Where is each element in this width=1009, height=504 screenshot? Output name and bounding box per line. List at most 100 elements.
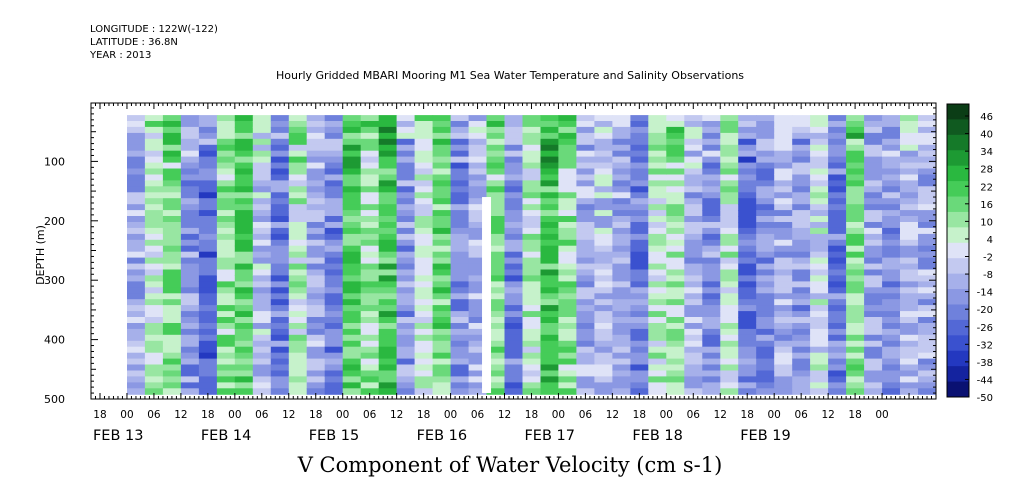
heatmap-cell — [882, 281, 901, 288]
heatmap-cell — [900, 293, 919, 300]
heatmap-cell — [324, 364, 344, 371]
colorbar-label: -8 — [983, 270, 993, 281]
heatmap-cell — [720, 388, 739, 395]
heatmap-cell — [360, 257, 380, 265]
heatmap-cell — [360, 299, 380, 306]
heatmap-cell — [180, 227, 200, 235]
colorbar-label: -44 — [977, 375, 993, 386]
heatmap-cell — [828, 281, 847, 288]
heatmap-cell — [180, 210, 200, 217]
heatmap-cell — [216, 346, 236, 354]
heatmap-cell — [810, 233, 829, 241]
heatmap-cell — [144, 376, 164, 383]
heatmap-cell — [432, 281, 452, 288]
heatmap-cell — [180, 340, 200, 348]
heatmap-cell — [792, 388, 811, 395]
heatmap-cell — [918, 245, 936, 253]
heatmap-cell — [486, 382, 506, 389]
heatmap-cell — [738, 245, 757, 253]
heatmap-cell — [432, 121, 452, 128]
heatmap-cell — [396, 115, 416, 122]
heatmap-cell — [306, 269, 326, 276]
heatmap-cell — [216, 334, 236, 342]
heatmap-cell — [414, 138, 434, 146]
heatmap-cell — [540, 239, 560, 247]
heatmap-cell — [360, 275, 380, 282]
heatmap-cell — [198, 257, 218, 265]
heatmap-cell — [558, 138, 577, 146]
heatmap-cell — [198, 180, 218, 187]
heatmap-cell — [828, 174, 847, 181]
heatmap-cell — [774, 174, 793, 181]
heatmap-cell — [270, 340, 290, 348]
heatmap-cell — [864, 299, 883, 306]
heatmap-cell — [846, 174, 865, 181]
heatmap-cell — [144, 281, 164, 288]
heatmap-cell — [252, 180, 272, 187]
heatmap-cell — [648, 186, 667, 193]
colorbar-swatch — [947, 273, 969, 290]
heatmap-cell — [324, 121, 344, 128]
heatmap-cell — [180, 293, 200, 300]
heatmap-cell — [324, 239, 344, 247]
heatmap-cell — [594, 305, 613, 312]
heatmap-cell — [702, 346, 721, 354]
heatmap-cell — [360, 245, 380, 253]
heatmap-cell — [144, 216, 164, 223]
heatmap-cell — [774, 358, 793, 366]
heatmap-cell — [432, 144, 452, 152]
heatmap-cell — [342, 323, 362, 330]
heatmap-cell — [576, 186, 595, 193]
heatmap-cell — [306, 144, 326, 152]
heatmap-cell — [666, 180, 685, 187]
heatmap-cell — [720, 352, 739, 360]
heatmap-cell — [288, 382, 308, 389]
heatmap-cell — [864, 382, 883, 389]
heatmap-cell — [774, 376, 793, 383]
heatmap-cell — [360, 364, 380, 371]
heatmap-cell — [234, 198, 254, 205]
heatmap-cell — [576, 121, 595, 128]
heatmap-cell — [198, 323, 218, 330]
heatmap-cell — [396, 293, 416, 300]
heatmap-cell — [558, 257, 577, 265]
heatmap-cell — [450, 192, 470, 199]
heatmap-cell — [306, 222, 326, 229]
heatmap-cell — [180, 281, 200, 288]
heatmap-cell — [810, 293, 829, 300]
y-tick-label: 200 — [44, 215, 65, 228]
heatmap-cell — [180, 186, 200, 193]
heatmap-cell — [378, 328, 398, 336]
colorbar-label: -20 — [977, 305, 993, 316]
heatmap-cell — [756, 317, 775, 324]
heatmap-cell — [882, 210, 901, 217]
heatmap-cell — [576, 126, 595, 134]
heatmap-cell — [450, 156, 470, 164]
heatmap-cell — [306, 334, 326, 342]
heatmap-cell — [504, 263, 524, 271]
heatmap-cell — [720, 115, 739, 122]
heatmap-cell — [486, 358, 506, 366]
heatmap-cell — [684, 299, 703, 306]
heatmap-cell — [756, 138, 775, 146]
heatmap-cell — [306, 340, 326, 348]
heatmap-cell — [684, 370, 703, 377]
heatmap-cell — [594, 311, 613, 318]
heatmap-cell — [342, 388, 362, 395]
x-hour-label: 06 — [471, 409, 485, 421]
heatmap-cell — [468, 358, 488, 366]
heatmap-cell — [234, 245, 254, 253]
heatmap-cell — [180, 156, 200, 164]
x-hour-label: 18 — [741, 409, 754, 421]
heatmap-cell — [432, 138, 452, 146]
heatmap-cell — [738, 204, 757, 211]
heatmap-cell — [127, 311, 146, 318]
heatmap-cell — [342, 233, 362, 241]
colorbar-label: -2 — [983, 253, 993, 264]
heatmap-cell — [216, 317, 236, 324]
heatmap-cell — [630, 251, 649, 259]
heatmap-cell — [396, 222, 416, 229]
heatmap-cell — [738, 174, 757, 181]
heatmap-cell — [270, 198, 290, 205]
